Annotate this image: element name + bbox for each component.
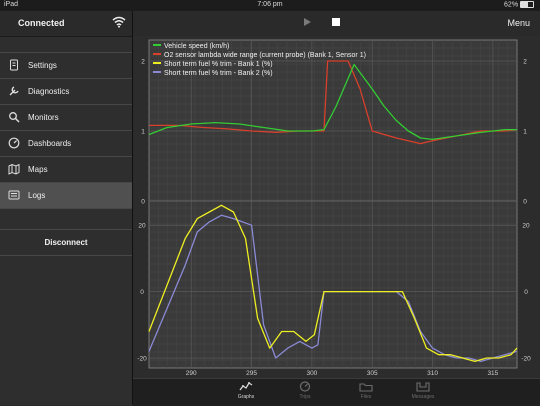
x-tick-label: 310 xyxy=(427,370,438,377)
device-name: iPad xyxy=(4,1,19,8)
play-icon[interactable] xyxy=(304,18,311,26)
x-tick-label: 300 xyxy=(306,370,317,377)
sidebar-item-diagnostics[interactable]: Diagnostics xyxy=(0,78,132,104)
files-icon xyxy=(359,383,373,392)
y-tick-label: 20 xyxy=(522,223,530,230)
tab-bar: Graphs Trips Files Messages xyxy=(133,378,540,406)
connection-status: Connected xyxy=(18,18,65,28)
battery-icon xyxy=(520,1,534,8)
diagnostics-icon xyxy=(9,86,19,96)
x-tick-label: 290 xyxy=(186,370,197,377)
graph-chart: 290 295 300 305 310 315 0 0 1 1 2 2 -20 -20 0 0 20 20 Vehi… xyxy=(133,36,540,378)
x-tick-label: 295 xyxy=(246,370,257,377)
x-tick-label: 315 xyxy=(487,370,498,377)
x-tick-label: 305 xyxy=(367,370,378,377)
log-graph[interactable]: 290 295 300 305 310 315 0 0 1 1 2 2 -20 -20 0 0 20 20 Vehi… xyxy=(133,36,540,378)
tab-graphs[interactable]: Graphs xyxy=(216,381,276,400)
tab-label: Trips xyxy=(299,394,311,400)
logs-icon xyxy=(8,190,20,200)
legend-entry: Short term fuel % trim - Bank 2 (%) xyxy=(164,70,273,77)
tab-trips[interactable]: Trips xyxy=(275,381,335,400)
tab-files[interactable]: Files xyxy=(336,381,396,400)
map-icon xyxy=(8,163,20,175)
tab-label: Graphs xyxy=(237,394,255,400)
toolbar: Menu xyxy=(133,11,540,37)
search-icon xyxy=(9,112,20,123)
series-line xyxy=(148,204,518,363)
graph-icon xyxy=(239,382,253,391)
y-tick-label: 1 xyxy=(523,129,527,136)
settings-icon xyxy=(10,59,18,71)
battery-percent: 62% xyxy=(504,1,519,9)
tab-label: Messages xyxy=(411,394,435,400)
legend-entry: Vehicle speed (km/h) xyxy=(164,43,229,50)
y-tick-label: 0 xyxy=(140,289,144,296)
y-tick-label: 0 xyxy=(524,289,528,296)
y-tick-label: 2 xyxy=(523,59,527,66)
legend-entry: O2 sensor lambda wide range (current pro… xyxy=(164,52,366,59)
status-time: 7:06 pm xyxy=(257,1,283,8)
menu-button[interactable]: Menu xyxy=(507,18,530,28)
y-tick-label: 20 xyxy=(138,223,146,230)
y-tick-label: 1 xyxy=(141,129,145,136)
messages-icon xyxy=(416,382,430,392)
sidebar: Connected Settings Diagnostics xyxy=(0,11,133,405)
sidebar-item-label: Logs xyxy=(28,191,46,200)
tab-messages[interactable]: Messages xyxy=(393,381,453,400)
sidebar-item-maps[interactable]: Maps xyxy=(0,156,132,182)
y-tick-label: 0 xyxy=(523,199,527,206)
trips-icon xyxy=(299,381,311,392)
series-line xyxy=(148,63,517,141)
y-tick-label: -20 xyxy=(521,356,531,363)
disconnect-button[interactable]: Disconnect xyxy=(0,229,132,256)
y-tick-label: -20 xyxy=(137,356,147,363)
legend-entry: Short term fuel % trim - Bank 1 (%) xyxy=(164,61,273,68)
sidebar-menu: Settings Diagnostics Monitors Dashboards xyxy=(0,52,132,209)
sidebar-item-label: Diagnostics xyxy=(28,87,70,96)
stop-icon[interactable] xyxy=(332,18,340,26)
sidebar-item-monitors[interactable]: Monitors xyxy=(0,104,132,130)
sidebar-item-label: Monitors xyxy=(28,113,59,122)
sidebar-item-label: Settings xyxy=(28,61,57,70)
sidebar-item-label: Maps xyxy=(28,165,48,174)
y-tick-label: 0 xyxy=(141,199,145,206)
y-tick-label: 2 xyxy=(141,59,145,66)
battery-indicator: 62% xyxy=(504,1,534,8)
sidebar-header: Connected xyxy=(0,11,132,37)
sidebar-item-dashboards[interactable]: Dashboards xyxy=(0,130,132,156)
status-bar: iPad 7:06 pm 62% xyxy=(0,0,540,11)
tab-label: Files xyxy=(360,394,372,400)
sidebar-item-settings[interactable]: Settings xyxy=(0,52,132,78)
dashboard-icon xyxy=(8,137,20,149)
sidebar-item-logs[interactable]: Logs xyxy=(0,182,132,209)
wifi-icon xyxy=(112,16,126,28)
sidebar-item-label: Dashboards xyxy=(28,139,72,148)
